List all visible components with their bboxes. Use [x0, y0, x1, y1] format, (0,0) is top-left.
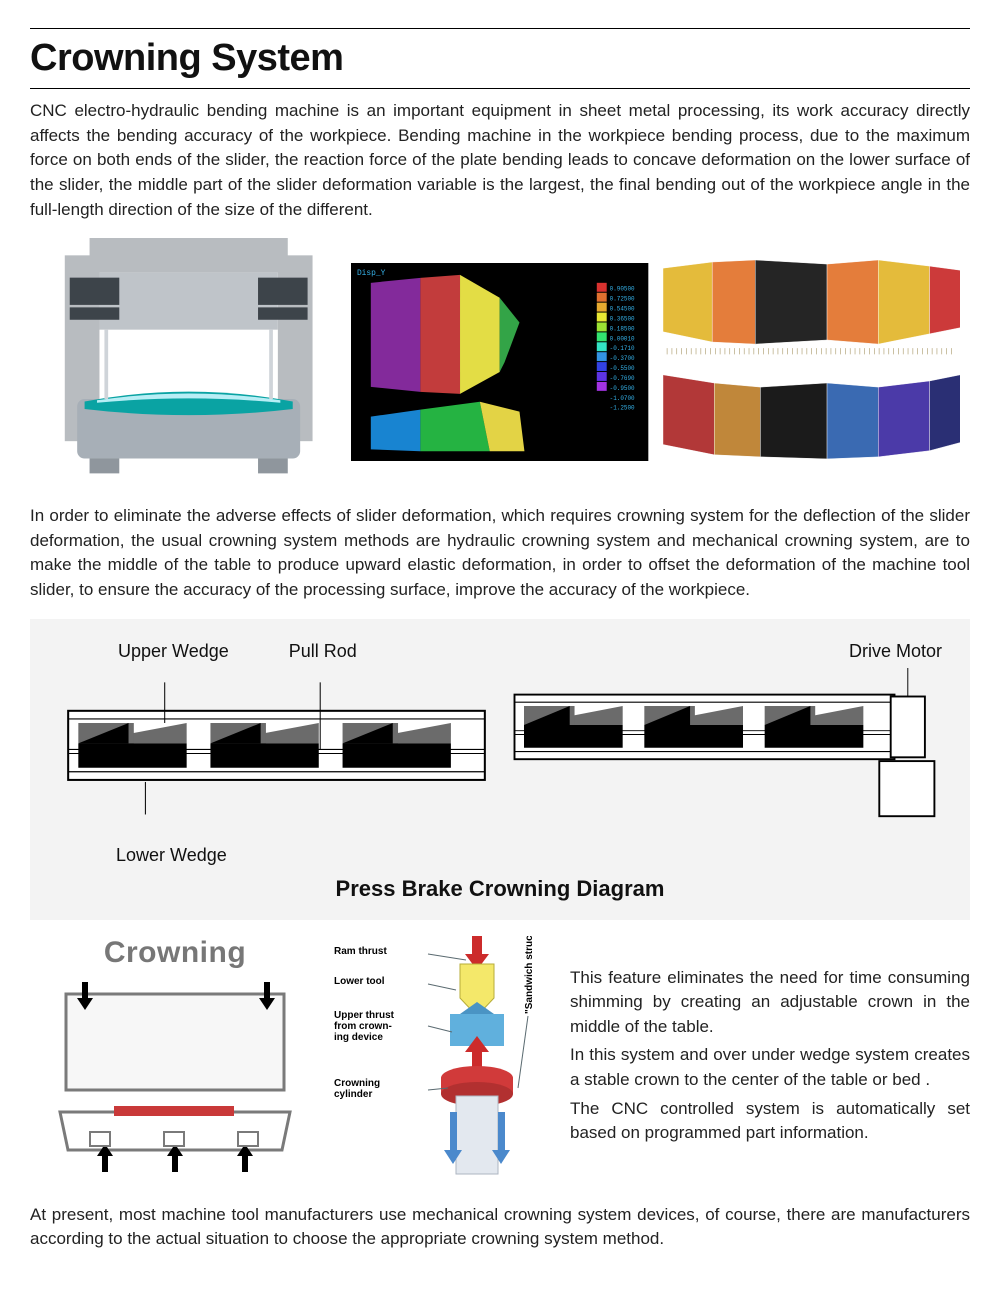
panel-caption: Press Brake Crowning Diagram — [58, 876, 942, 902]
svg-text:-0.1710: -0.1710 — [610, 345, 635, 352]
svg-text:Disp_Y: Disp_Y — [357, 269, 386, 278]
wedge-assembly-right — [505, 668, 942, 839]
wedge-assembly-left — [58, 668, 495, 839]
fig-press-schematic — [40, 238, 337, 486]
panel-label-row-top: Upper Wedge Pull Rod Drive Motor — [58, 641, 942, 662]
svg-text:0.72500: 0.72500 — [610, 296, 635, 303]
feature-p3: The CNC controlled system is automatical… — [570, 1097, 970, 1146]
press-front-svg — [30, 976, 320, 1176]
svg-text:-0.9500: -0.9500 — [610, 385, 635, 392]
label-lower-wedge: Lower Wedge — [116, 845, 942, 866]
press-schematic-svg — [40, 238, 337, 486]
crown-diagram-group: Crowning — [30, 936, 550, 1191]
label-drive-motor: Drive Motor — [849, 641, 942, 662]
crowning-panel: Upper Wedge Pull Rod Drive Motor Lower W… — [30, 619, 970, 920]
svg-text:0.54500: 0.54500 — [610, 306, 635, 313]
label-pull-rod: Pull Rod — [289, 641, 357, 662]
label-upper-wedge: Upper Wedge — [118, 641, 229, 662]
rule-top — [30, 28, 970, 29]
rule-under-title — [30, 88, 970, 89]
wedge-diagram-row — [58, 668, 942, 839]
fig-fea-black: 0.90500 0.72500 0.54500 0.36500 0.18500 0.000… — [351, 263, 648, 461]
page-title: Crowning System — [30, 37, 970, 80]
lbl-crowning-cyl: Crowning cylinder — [334, 1078, 383, 1100]
svg-text:0.00010: 0.00010 — [610, 335, 635, 342]
cylinder-diagram-svg: Ram thrust Lower tool Upper thrust from … — [332, 936, 542, 1186]
feature-p1: This feature eliminates the need for tim… — [570, 966, 970, 1040]
para-methods: In order to eliminate the adverse effect… — [30, 504, 970, 603]
svg-text:0.90500: 0.90500 — [610, 286, 635, 293]
svg-text:-1.0700: -1.0700 — [610, 395, 635, 402]
svg-text:-0.7690: -0.7690 — [610, 375, 635, 382]
svg-text:-1.2500: -1.2500 — [610, 405, 635, 412]
fea-svg: 0.90500 0.72500 0.54500 0.36500 0.18500 0.000… — [351, 263, 648, 461]
feature-text-block: This feature eliminates the need for tim… — [570, 936, 970, 1150]
feature-p2: In this system and over under wedge syst… — [570, 1043, 970, 1092]
svg-text:0.18500: 0.18500 — [610, 325, 635, 332]
svg-text:-0.3700: -0.3700 — [610, 355, 635, 362]
bottom-row: Crowning — [30, 936, 970, 1191]
lbl-lower-tool: Lower tool — [334, 976, 385, 987]
para-closing: At present, most machine tool manufactur… — [30, 1203, 970, 1252]
colored-deform-svg — [663, 260, 960, 465]
lbl-ram-thrust: Ram thrust — [334, 946, 387, 957]
crowning-label: Crowning — [30, 936, 320, 970]
lbl-upper-thrust: Upper thrust from crown- ing device — [334, 1010, 397, 1043]
svg-text:0.36500: 0.36500 — [610, 315, 635, 322]
para-intro: CNC electro-hydraulic bending machine is… — [30, 99, 970, 222]
lbl-sandwich: "Sandwich structure" — [524, 936, 535, 1014]
svg-text:-0.5500: -0.5500 — [610, 365, 635, 372]
top-figure-row: 0.90500 0.72500 0.54500 0.36500 0.18500 0.000… — [40, 238, 960, 486]
fig-colored-deform — [663, 260, 960, 465]
